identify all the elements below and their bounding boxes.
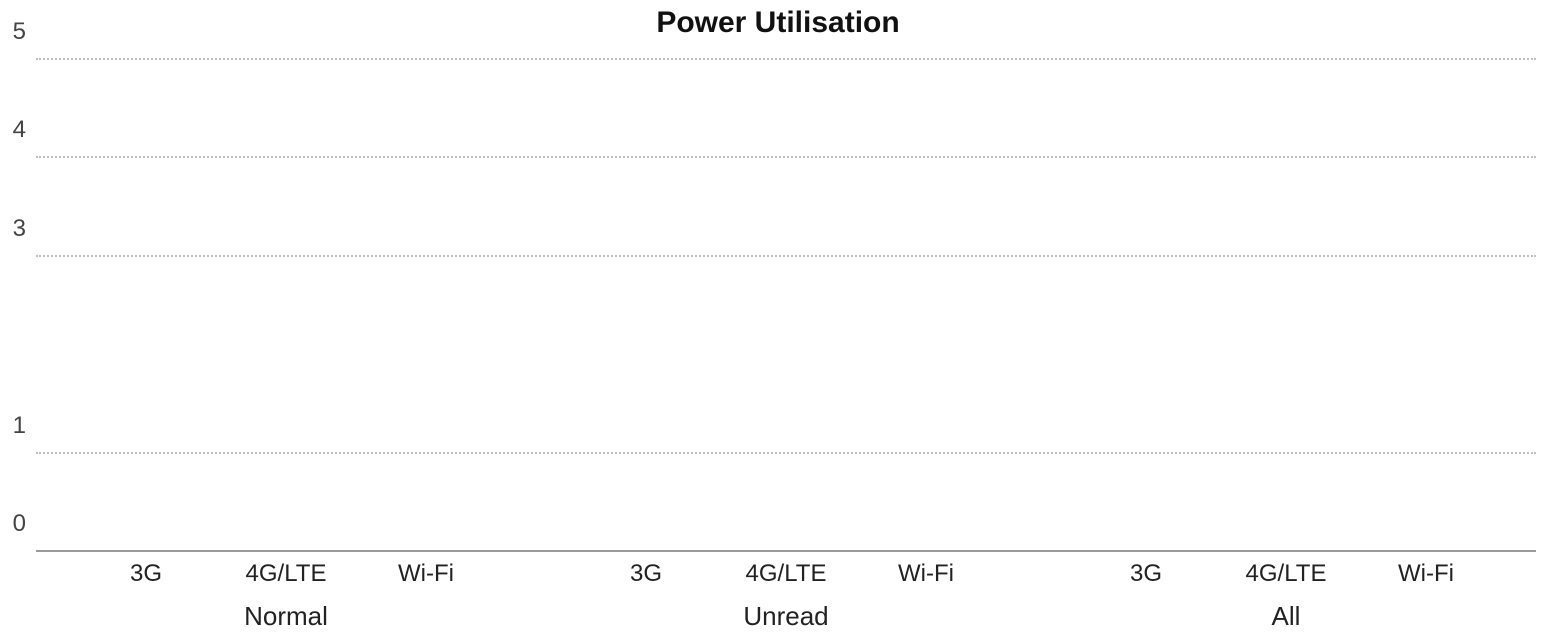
- bar-sub-label: 4G/LTE: [216, 560, 356, 588]
- chart-bars-container: [36, 50, 1536, 552]
- bar-sub-label-row: 3G4G/LTEWi-Fi: [36, 560, 536, 588]
- bar-sub-label-row: 3G4G/LTEWi-Fi: [536, 560, 1036, 588]
- grid-line: [36, 452, 1536, 454]
- y-axis-tick-label: 3: [13, 215, 36, 243]
- power-utilisation-chart: Power Utilisation 01345 3G4G/LTEWi-Fi3G4…: [0, 0, 1556, 642]
- y-axis-tick-label: 5: [13, 18, 36, 46]
- chart-sub-labels: 3G4G/LTEWi-Fi3G4G/LTEWi-Fi3G4G/LTEWi-Fi: [36, 560, 1536, 588]
- bar-sub-label: 4G/LTE: [1216, 560, 1356, 588]
- group-name-label: Normal: [36, 601, 536, 632]
- y-axis-tick-label: 4: [13, 116, 36, 144]
- bar-sub-label: 3G: [1076, 560, 1216, 588]
- grid-line: [36, 255, 1536, 257]
- group-name-label: All: [1036, 601, 1536, 632]
- bar-sub-label: Wi-Fi: [1356, 560, 1496, 588]
- bar-sub-label-row: 3G4G/LTEWi-Fi: [1036, 560, 1536, 588]
- y-axis-tick-label: 0: [13, 510, 36, 538]
- chart-title: Power Utilisation: [0, 6, 1556, 40]
- bar-sub-label: Wi-Fi: [356, 560, 496, 588]
- chart-group-labels: NormalUnreadAll: [36, 601, 1536, 632]
- grid-line: [36, 156, 1536, 158]
- bar-sub-label: 4G/LTE: [716, 560, 856, 588]
- bar-sub-label: Wi-Fi: [856, 560, 996, 588]
- chart-plot-area: 01345: [36, 50, 1536, 552]
- grid-line: [36, 58, 1536, 60]
- y-axis-tick-label: 1: [13, 412, 36, 440]
- bar-sub-label: 3G: [576, 560, 716, 588]
- bar-sub-label: 3G: [76, 560, 216, 588]
- group-name-label: Unread: [536, 601, 1036, 632]
